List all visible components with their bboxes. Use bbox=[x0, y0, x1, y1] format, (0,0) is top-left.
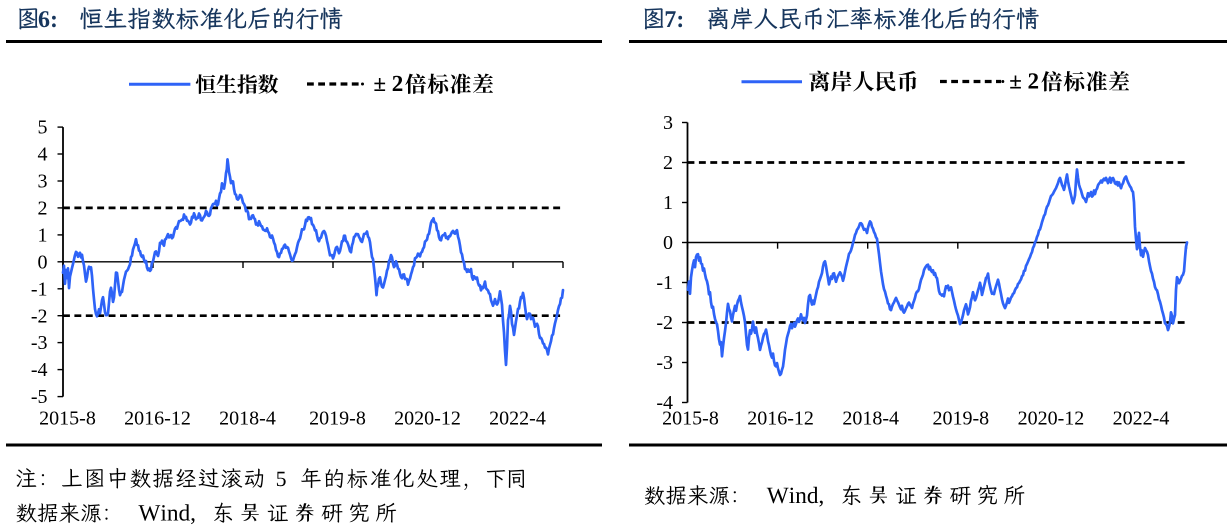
svg-text:-1: -1 bbox=[656, 272, 673, 294]
svg-text:2018-4: 2018-4 bbox=[219, 408, 276, 430]
svg-text:2019-8: 2019-8 bbox=[932, 408, 989, 430]
svg-text:3: 3 bbox=[38, 171, 48, 193]
svg-text:-1: -1 bbox=[31, 278, 48, 300]
svg-text:2015-8: 2015-8 bbox=[39, 408, 96, 430]
svg-text:0: 0 bbox=[663, 232, 673, 254]
svg-text:2016-12: 2016-12 bbox=[124, 408, 191, 430]
svg-text:-2: -2 bbox=[656, 312, 673, 334]
svg-text:-4: -4 bbox=[656, 392, 673, 414]
svg-text:2019-8: 2019-8 bbox=[309, 408, 366, 430]
svg-text:2016-12: 2016-12 bbox=[747, 408, 814, 430]
svg-text:5: 5 bbox=[38, 117, 48, 139]
svg-text:-2: -2 bbox=[31, 305, 48, 327]
svg-text:2020-12: 2020-12 bbox=[1018, 408, 1085, 430]
svg-text:2015-8: 2015-8 bbox=[662, 408, 719, 430]
svg-text:2020-12: 2020-12 bbox=[394, 408, 461, 430]
svg-text:-5: -5 bbox=[31, 386, 48, 408]
svg-text:-3: -3 bbox=[656, 352, 673, 374]
svg-text:-3: -3 bbox=[31, 332, 48, 354]
svg-text:2018-4: 2018-4 bbox=[842, 408, 899, 430]
svg-text:1: 1 bbox=[38, 225, 48, 247]
svg-text:0: 0 bbox=[38, 251, 48, 273]
svg-text:2022-4: 2022-4 bbox=[1113, 408, 1170, 430]
svg-text:3: 3 bbox=[663, 112, 673, 134]
svg-text:2: 2 bbox=[38, 198, 48, 220]
svg-text:1: 1 bbox=[663, 192, 673, 214]
svg-text:2022-4: 2022-4 bbox=[489, 408, 546, 430]
svg-text:2: 2 bbox=[663, 152, 673, 174]
svg-text:4: 4 bbox=[38, 144, 48, 166]
svg-text:-4: -4 bbox=[31, 359, 48, 381]
